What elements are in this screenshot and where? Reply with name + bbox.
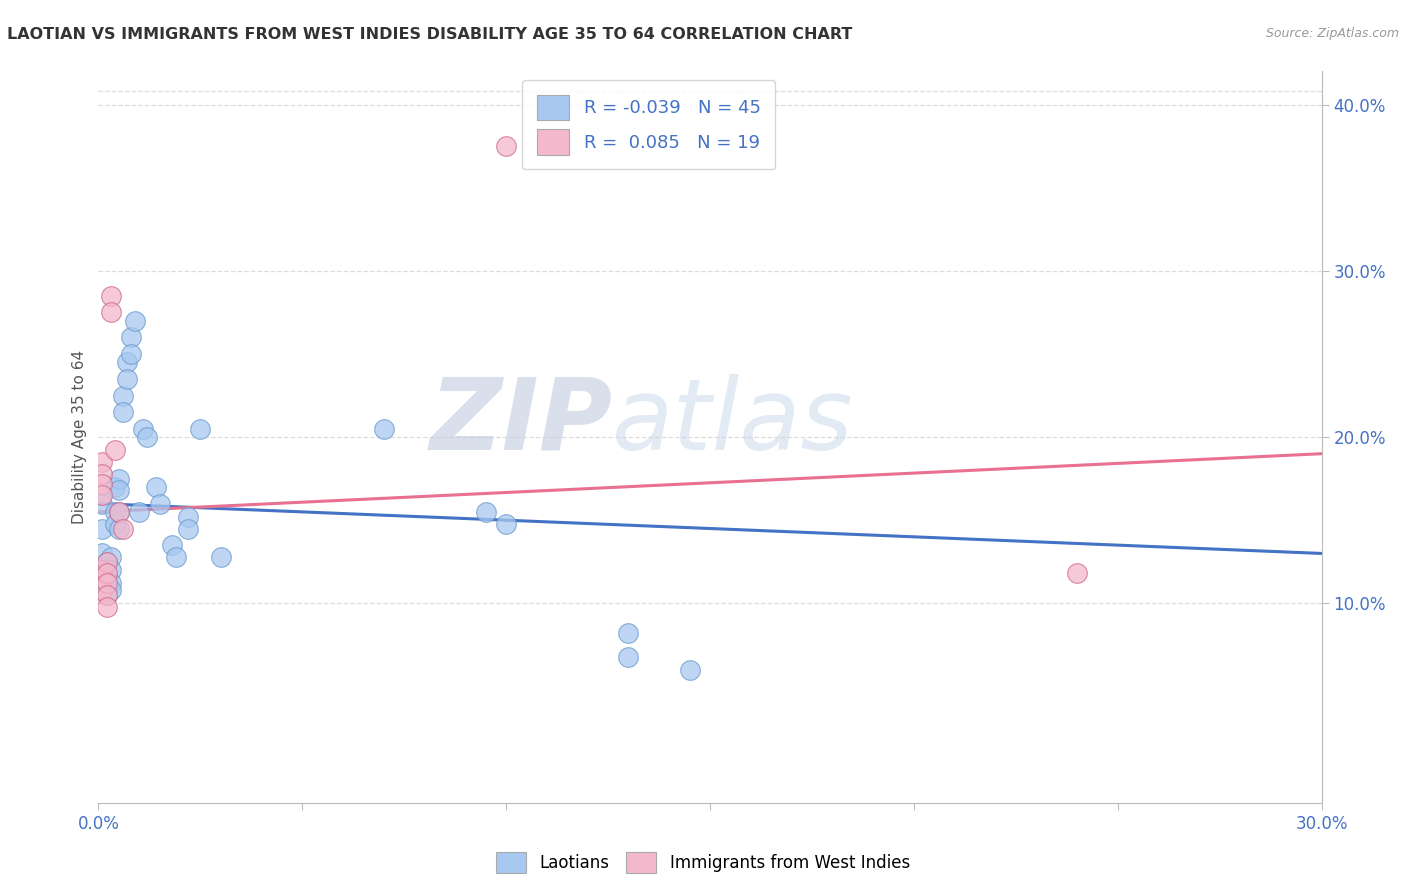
Point [108, 505, 131, 519]
Point [617, 649, 640, 664]
Point [177, 509, 200, 524]
Legend: R = -0.039   N = 45, R =  0.085   N = 19: R = -0.039 N = 45, R = 0.085 N = 19 [523, 80, 775, 169]
Point [108, 505, 131, 519]
Text: atlas: atlas [612, 374, 853, 471]
Point [474, 505, 498, 519]
Point [120, 347, 142, 361]
Point [495, 516, 517, 531]
Point [100, 576, 122, 591]
Text: LAOTIAN VS IMMIGRANTS FROM WEST INDIES DISABILITY AGE 35 TO 64 CORRELATION CHART: LAOTIAN VS IMMIGRANTS FROM WEST INDIES D… [7, 27, 852, 42]
Point [96, 576, 118, 591]
Point [177, 521, 200, 535]
Point [165, 549, 187, 564]
Point [160, 538, 183, 552]
Point [96, 566, 118, 581]
Point [188, 422, 212, 436]
Point [91, 571, 114, 585]
Point [1066, 566, 1088, 581]
Point [96, 555, 118, 569]
Point [108, 472, 131, 486]
Point [124, 314, 146, 328]
Point [96, 599, 118, 614]
Point [115, 372, 138, 386]
Point [373, 422, 395, 436]
Point [91, 497, 114, 511]
Point [149, 497, 172, 511]
Point [111, 521, 134, 535]
Point [91, 582, 114, 597]
Y-axis label: Disability Age 35 to 64: Disability Age 35 to 64 [72, 350, 87, 524]
Point [136, 430, 159, 444]
Point [91, 476, 114, 491]
Point [108, 521, 131, 535]
Point [115, 355, 138, 369]
Point [679, 663, 702, 677]
Point [111, 405, 134, 419]
Point [120, 330, 142, 344]
Point [104, 505, 127, 519]
Point [91, 546, 114, 560]
Point [617, 626, 640, 640]
Point [128, 505, 150, 519]
Point [91, 488, 114, 502]
Point [91, 521, 114, 535]
Point [91, 467, 114, 481]
Point [96, 576, 118, 591]
Point [96, 555, 118, 569]
Point [104, 443, 127, 458]
Point [91, 571, 114, 585]
Point [209, 549, 232, 564]
Point [132, 422, 155, 436]
Point [91, 455, 114, 469]
Point [100, 289, 122, 303]
Text: ZIP: ZIP [429, 374, 612, 471]
Text: Source: ZipAtlas.com: Source: ZipAtlas.com [1265, 27, 1399, 40]
Point [108, 483, 131, 498]
Point [96, 582, 118, 597]
Point [96, 588, 118, 602]
Point [100, 563, 122, 577]
Point [104, 480, 127, 494]
Point [100, 582, 122, 597]
Point [91, 563, 114, 577]
Point [96, 566, 118, 581]
Point [100, 305, 122, 319]
Legend: Laotians, Immigrants from West Indies: Laotians, Immigrants from West Indies [489, 846, 917, 880]
Point [96, 588, 118, 602]
Point [100, 549, 122, 564]
Point [111, 388, 134, 402]
Point [104, 516, 127, 531]
Point [91, 563, 114, 577]
Point [145, 480, 167, 494]
Point [495, 139, 517, 153]
